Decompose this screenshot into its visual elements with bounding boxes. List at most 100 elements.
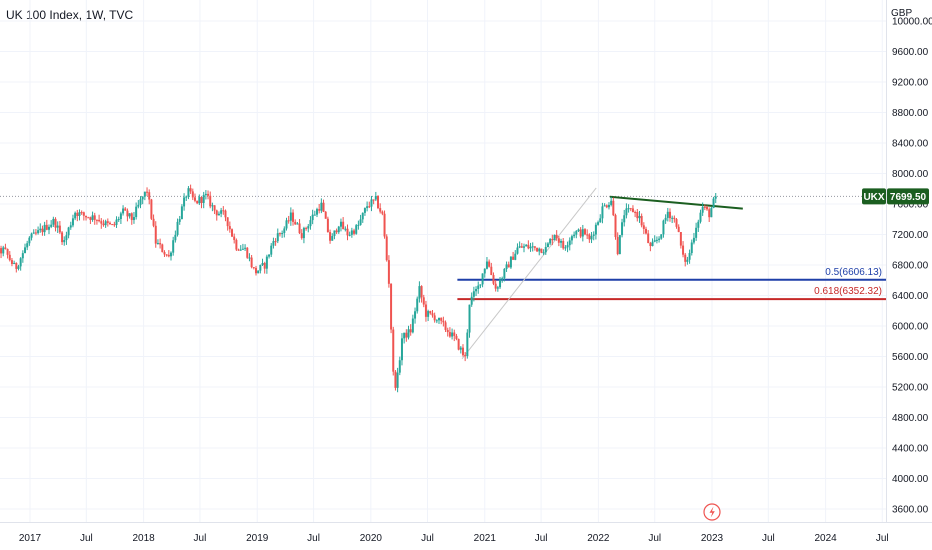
candle-body (418, 286, 421, 299)
symbol-tag (862, 188, 886, 205)
candle-body (8, 254, 11, 261)
candle-body (124, 208, 127, 211)
candle-body (653, 240, 656, 242)
y-tick-label: 6400.00 (892, 291, 929, 302)
candle-body (296, 223, 299, 225)
candle-body (326, 218, 329, 233)
candle-body (492, 275, 495, 284)
candle-body (226, 217, 229, 227)
candle-body (237, 249, 240, 251)
candle-body (603, 205, 606, 207)
candle-body (156, 243, 159, 245)
candle-body (200, 197, 203, 203)
candle-body (91, 215, 94, 220)
y-tick-label: 4400.00 (892, 444, 929, 455)
candle-body (248, 257, 251, 259)
candle-body (309, 220, 312, 227)
candle-body (324, 211, 327, 219)
candle-body (651, 241, 654, 247)
candle-body (139, 199, 142, 205)
candle-body (67, 227, 70, 236)
candle-body (50, 224, 53, 227)
candle-body (645, 228, 648, 234)
price-axis[interactable]: GBP 3600.00 4000.00 4400.00 4800.00 5200.00 56… (886, 0, 932, 522)
x-tick-label: Jul (648, 533, 661, 544)
candle-body (254, 267, 257, 274)
candle-body (307, 226, 310, 229)
candle-body (536, 247, 539, 252)
candle-body (278, 233, 281, 235)
candle-body (520, 246, 523, 248)
candle-body (566, 245, 569, 248)
candle-body (577, 229, 580, 232)
y-tick-label: 7200.00 (892, 230, 929, 241)
candle-body (640, 215, 643, 226)
candle-body (440, 317, 443, 321)
candle-body (616, 237, 619, 255)
candle-body (518, 246, 521, 248)
candle-body (475, 289, 478, 292)
candle-body (0, 248, 3, 254)
candle-body (26, 243, 29, 248)
candle-body (429, 311, 432, 314)
candle-body (551, 239, 554, 241)
candle-body (374, 196, 377, 200)
candle-body (695, 227, 698, 238)
fibonacci-levels[interactable]: 0.5(6606.13) 0.618(6352.32) (457, 267, 886, 301)
y-tick-label: 6000.00 (892, 322, 929, 333)
candle-body (379, 208, 382, 212)
candle-body (163, 252, 166, 255)
candle-body (398, 360, 401, 373)
candle-body (165, 254, 168, 256)
candle-body (688, 253, 691, 260)
candle-body (459, 347, 462, 350)
candle-body (542, 252, 545, 254)
time-axis[interactable]: 2017 Jul 2018 Jul 2019 Jul 2020 Jul 2021 Jul 2022 J… (0, 522, 932, 545)
candle-body (394, 371, 397, 388)
candle-body (714, 196, 717, 199)
candle-body (555, 234, 558, 239)
candle-body (594, 224, 597, 235)
candle-body (684, 254, 687, 262)
x-tick-label: 2023 (701, 533, 724, 544)
candle-body (19, 258, 22, 267)
candle-body (372, 199, 375, 201)
candle-body (348, 234, 351, 236)
candle-body (193, 197, 196, 201)
candle-body (564, 247, 567, 249)
candle-body (647, 233, 650, 244)
candle-body (137, 204, 140, 207)
candle-body (488, 261, 491, 267)
candle-body (699, 212, 702, 222)
candle-body (231, 229, 234, 237)
candle-body (150, 199, 153, 219)
candle-body (562, 240, 565, 249)
candle-body (457, 338, 460, 350)
candle-body (52, 218, 55, 225)
candle-body (34, 232, 37, 234)
candle-body (130, 213, 133, 221)
candle-body (235, 239, 238, 250)
candle-body (623, 215, 626, 223)
trendlines[interactable] (461, 187, 743, 360)
candle-body (682, 245, 685, 255)
candle-body (98, 219, 101, 222)
candle-body (111, 224, 114, 226)
candle-body (485, 261, 488, 269)
candle-body (414, 311, 417, 319)
candle-body (209, 195, 212, 207)
candle-body (78, 212, 81, 216)
candle-body (610, 200, 613, 205)
candle-body (259, 264, 262, 271)
candle-body (93, 215, 96, 220)
candle-body (549, 239, 552, 244)
candle-body (196, 200, 199, 204)
lightning-icon[interactable] (703, 503, 721, 521)
candle-body (104, 221, 107, 226)
candle-body (117, 219, 120, 221)
candle-body (80, 212, 83, 214)
candle-body (396, 372, 399, 388)
candle-body (204, 193, 207, 196)
candle-body (409, 329, 412, 333)
